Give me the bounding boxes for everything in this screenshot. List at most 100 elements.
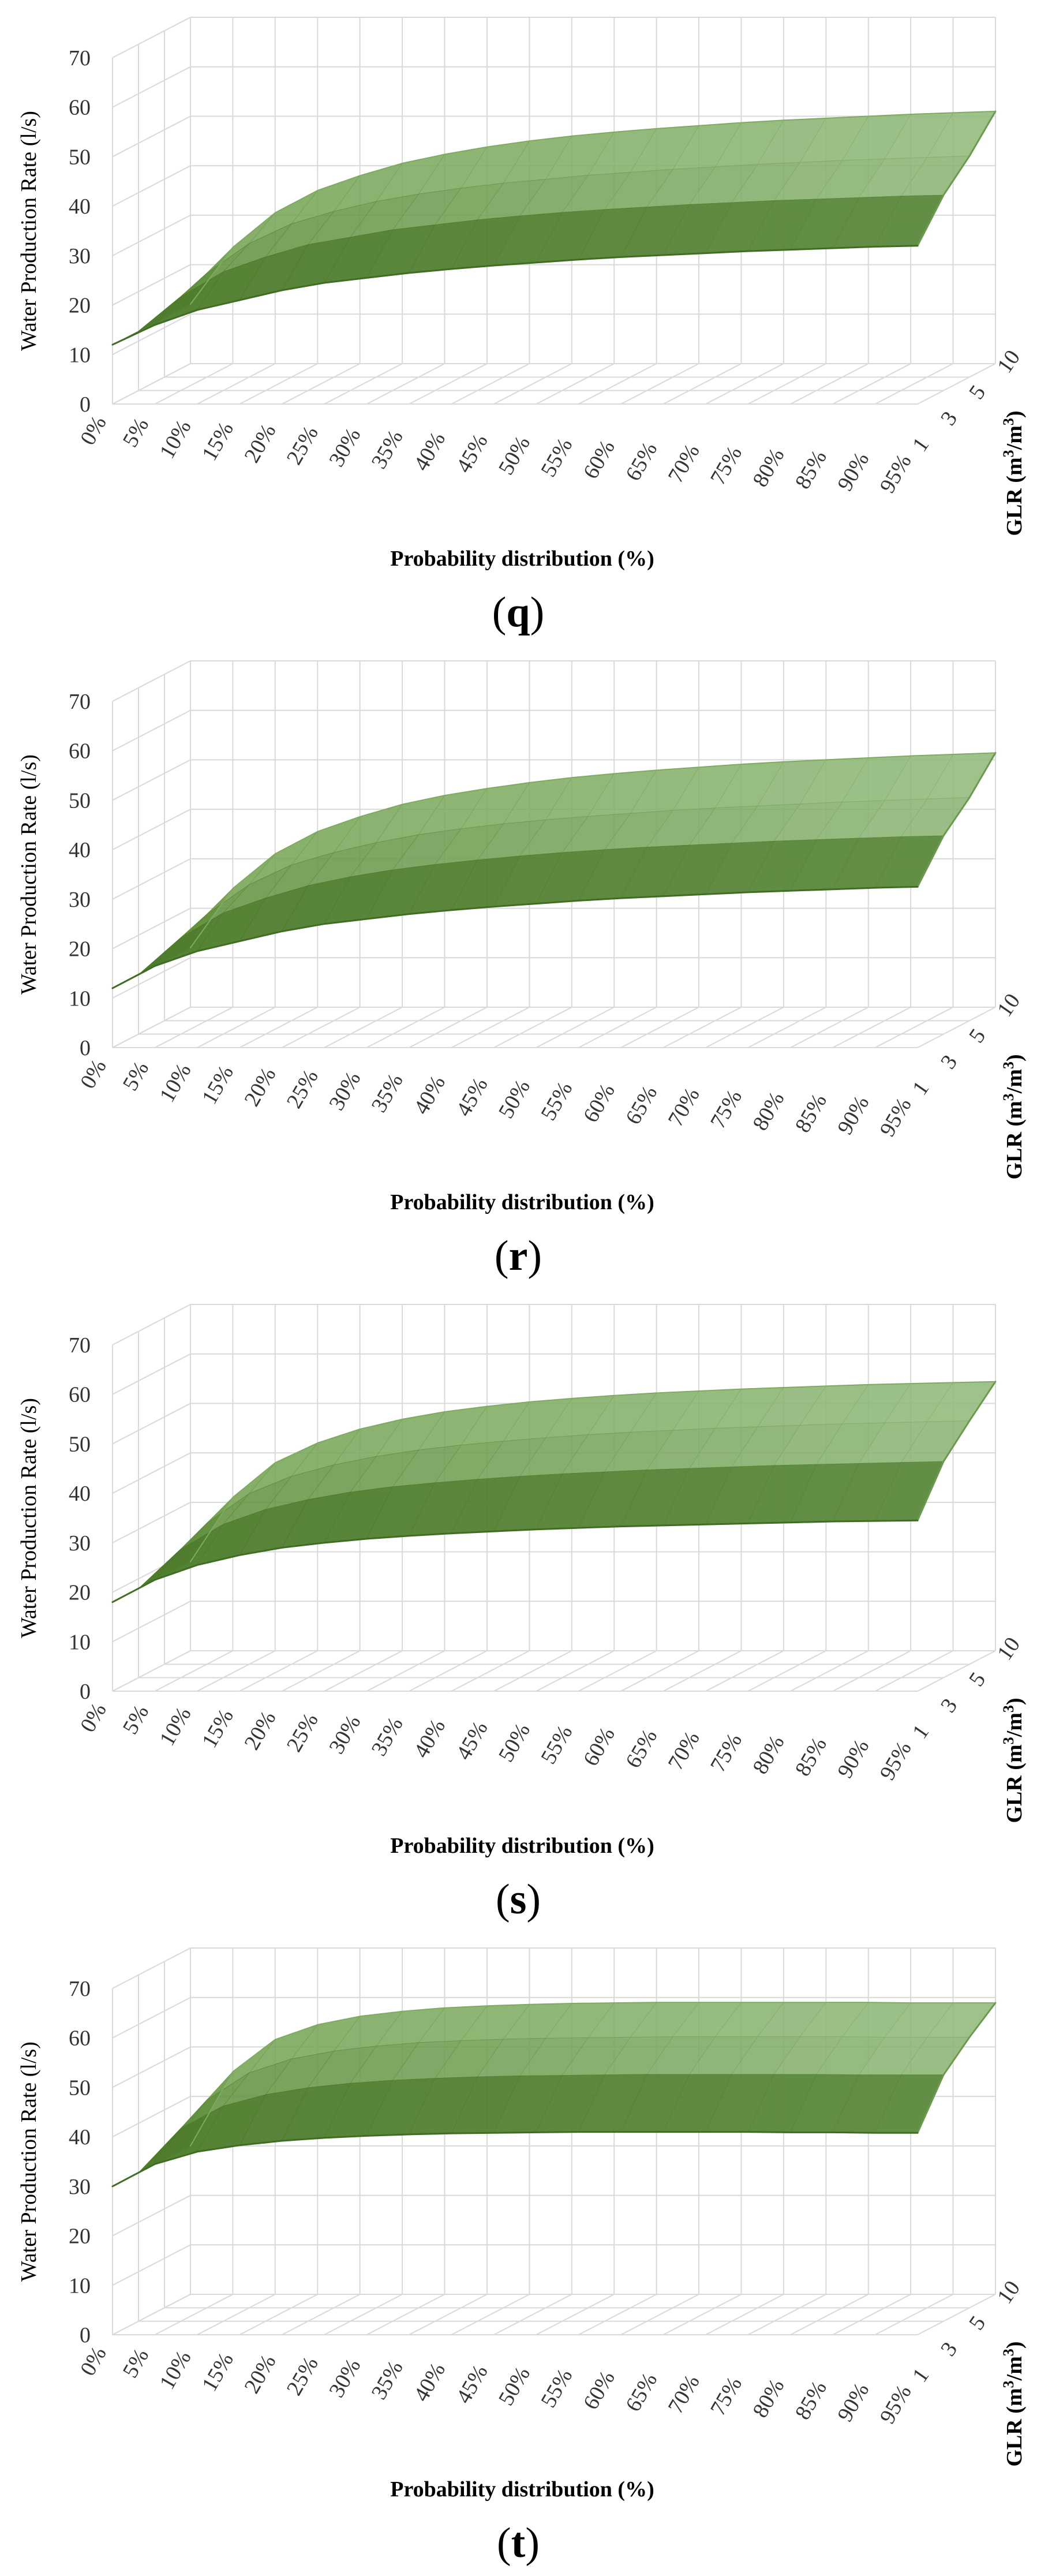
chart-panel-r: 0 10 20 30 40 50 60 70 Water Production Rate (l/… bbox=[17, 660, 1027, 1280]
x-tick-label: 75% bbox=[706, 442, 747, 489]
x-tick-label: 30% bbox=[324, 1711, 365, 1758]
side-wall-gridline bbox=[112, 1403, 191, 1445]
floor-gridline bbox=[197, 2294, 276, 2335]
x-tick-label: 25% bbox=[282, 422, 323, 469]
surface-right-edge bbox=[916, 752, 997, 888]
x-tick-label: 80% bbox=[748, 1732, 789, 1778]
side-wall-gridline bbox=[112, 1304, 191, 1345]
x-axis-title: Probability distribution (%) bbox=[390, 1190, 654, 1214]
x-tick-label: 70% bbox=[663, 1728, 704, 1774]
floor-gridline bbox=[536, 1007, 615, 1048]
floor-gridline bbox=[154, 1650, 233, 1692]
floor-gridline bbox=[282, 1007, 361, 1048]
x-tick-label: 55% bbox=[536, 1078, 577, 1124]
floor-gridline bbox=[409, 1007, 488, 1048]
x-axis-title: Probability distribution (%) bbox=[390, 2477, 654, 2502]
x-tick-label: 90% bbox=[833, 1736, 874, 1782]
y-tick-label: 50 bbox=[69, 2076, 91, 2100]
floor-gridline bbox=[747, 1650, 826, 1692]
x-tick-label: 90% bbox=[833, 2379, 874, 2426]
floor-gridline bbox=[917, 363, 996, 405]
x-tick-label: 75% bbox=[706, 1086, 747, 1132]
y-tick-label: 0 bbox=[80, 1036, 91, 1060]
floor-gridline bbox=[917, 1007, 996, 1048]
depth-tick-label: 10 bbox=[993, 346, 1025, 377]
floor-gridline bbox=[409, 363, 488, 405]
x-tick-label: 15% bbox=[197, 1061, 238, 1108]
floor-gridline bbox=[493, 363, 572, 405]
floor-gridline bbox=[790, 363, 869, 405]
floor-gridline bbox=[620, 2294, 699, 2335]
floor-gridline bbox=[112, 363, 191, 405]
depth-axis-title: GLR (m3/m3) bbox=[1000, 1054, 1027, 1179]
floor-gridline bbox=[705, 2294, 784, 2335]
floor-gridline bbox=[451, 2294, 530, 2335]
y-tick-label: 70 bbox=[69, 46, 91, 70]
y-tick-label: 70 bbox=[69, 1333, 91, 1358]
floor-gridline bbox=[620, 363, 699, 405]
x-tick-label: 90% bbox=[833, 1092, 874, 1139]
y-tick-label: 0 bbox=[80, 2323, 91, 2347]
x-tick-label: 85% bbox=[791, 2377, 832, 2424]
x-tick-label: 85% bbox=[791, 446, 832, 493]
side-wall-gridline bbox=[112, 1947, 191, 1989]
side-wall-gridline bbox=[112, 313, 191, 356]
x-tick-label: 60% bbox=[579, 1723, 620, 1770]
x-tick-label: 40% bbox=[409, 2359, 450, 2406]
floor-gridline bbox=[917, 1650, 996, 1692]
floor-gridline bbox=[324, 2294, 403, 2335]
side-wall-gridline bbox=[112, 17, 191, 58]
x-tick-label: 35% bbox=[367, 426, 408, 473]
floor-gridline bbox=[620, 1007, 699, 1048]
surface-back-edge bbox=[190, 2002, 996, 2147]
depth-tick-label: 1 bbox=[908, 1077, 934, 1100]
x-tick-label: 5% bbox=[118, 1057, 154, 1095]
x-tick-label: 95% bbox=[875, 1094, 916, 1141]
floor-gridline bbox=[536, 363, 615, 405]
x-tick-label: 60% bbox=[579, 436, 620, 483]
x-tick-label: 10% bbox=[155, 2347, 196, 2394]
floor-gridline bbox=[832, 1650, 911, 1692]
floor-gridline bbox=[705, 363, 784, 405]
side-wall-gridline bbox=[112, 1452, 191, 1494]
x-tick-label: 75% bbox=[706, 1729, 747, 1776]
y-tick-label: 50 bbox=[69, 145, 91, 169]
x-tick-label: 5% bbox=[118, 2345, 154, 2382]
x-tick-label: 45% bbox=[451, 1717, 492, 1764]
y-tick-label: 10 bbox=[69, 1630, 91, 1654]
x-tick-label: 40% bbox=[409, 1072, 450, 1119]
x-tick-label: 60% bbox=[579, 2367, 620, 2414]
y-tick-label: 50 bbox=[69, 1432, 91, 1456]
depth-tick-label: 3 bbox=[936, 1694, 962, 1717]
depth-axis-title: GLR (m3/m3) bbox=[1000, 2341, 1027, 2466]
floor-gridline bbox=[747, 363, 826, 405]
floor-gridline bbox=[578, 1007, 657, 1048]
floor-gridline bbox=[324, 1650, 403, 1692]
side-wall-gridline bbox=[112, 2046, 191, 2088]
floor-gridline bbox=[197, 363, 276, 405]
x-tick-label: 25% bbox=[282, 1709, 323, 1756]
floor-gridline bbox=[112, 1007, 191, 1048]
floor-gridline bbox=[747, 1007, 826, 1048]
y-tick-label: 40 bbox=[69, 838, 91, 862]
y-tick-label: 0 bbox=[80, 392, 91, 417]
floor-gridline bbox=[578, 1650, 657, 1692]
surface-front-edge bbox=[111, 1519, 919, 1603]
x-tick-label: 0% bbox=[76, 412, 111, 450]
depth-tick-label: 10 bbox=[993, 2276, 1025, 2308]
floor-gridline bbox=[832, 363, 911, 405]
side-wall-gridline bbox=[112, 809, 191, 851]
y-tick-label: 30 bbox=[69, 2175, 91, 2199]
side-wall-gridline bbox=[112, 2194, 191, 2237]
floor-gridline bbox=[705, 1650, 784, 1692]
side-wall-gridline bbox=[112, 759, 191, 801]
floor-gridline bbox=[493, 1007, 572, 1048]
x-tick-label: 50% bbox=[494, 1719, 535, 1766]
y-tick-label: 70 bbox=[69, 1977, 91, 2001]
x-tick-label: 0% bbox=[76, 1699, 111, 1737]
y-axis-title: Water Production Rate (l/s) bbox=[17, 1398, 41, 1638]
x-tick-label: 50% bbox=[494, 1076, 535, 1123]
floor-gridline bbox=[832, 1007, 911, 1048]
x-axis-title: Probability distribution (%) bbox=[390, 547, 654, 571]
floor-gridline bbox=[154, 2294, 233, 2335]
